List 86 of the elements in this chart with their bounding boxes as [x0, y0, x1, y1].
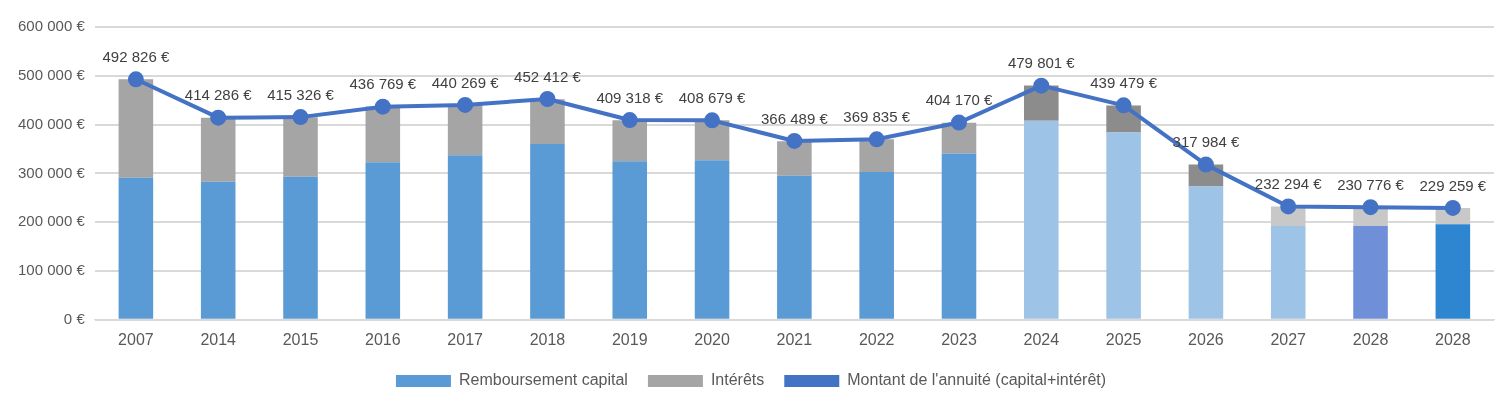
x-tick-label: 2025: [1105, 330, 1142, 348]
bar: [1353, 226, 1388, 319]
data-label: 230 776 €: [1337, 175, 1405, 193]
point: [950, 114, 967, 131]
data-label: 479 801 €: [1007, 54, 1076, 72]
data-label: 439 479 €: [1090, 73, 1158, 91]
data-label: 408 679 €: [678, 89, 747, 107]
x-tick-label: 2020: [694, 330, 730, 348]
bar: [530, 99, 565, 145]
bar: [777, 141, 812, 176]
legend-label: Intérêts: [710, 371, 765, 389]
y-tick-label: 500 000 €: [18, 65, 86, 83]
bar: [1024, 120, 1059, 319]
bar: [694, 160, 730, 319]
bar: [612, 161, 648, 319]
y-tick-label: 0 €: [63, 309, 86, 327]
bar: [283, 117, 318, 177]
y-tick-label: 200 000 €: [18, 212, 86, 230]
bar: [365, 162, 401, 319]
point: [1362, 199, 1379, 216]
x-tick-label: 2014: [200, 330, 237, 348]
bar: [118, 79, 154, 178]
x-tick-label: 2017: [447, 330, 484, 348]
data-label: 404 170 €: [925, 91, 994, 109]
bar: [777, 175, 812, 319]
data-label: 317 984 €: [1172, 133, 1240, 151]
point: [704, 112, 721, 129]
point: [539, 91, 556, 108]
bar: [200, 181, 236, 319]
data-label: 440 269 €: [431, 73, 500, 91]
data-label: 415 326 €: [267, 85, 335, 103]
data-label: 409 318 €: [596, 88, 664, 106]
x-tick-label: 2022: [858, 330, 895, 348]
data-label: 366 489 €: [761, 109, 829, 127]
x-tick-label: 2027: [1270, 330, 1307, 348]
y-tick-label: 400 000 €: [18, 114, 86, 132]
bar: [1270, 226, 1306, 319]
data-label: 436 769 €: [349, 75, 417, 93]
data-label: 369 835 €: [843, 107, 911, 125]
point: [1115, 97, 1132, 114]
bar: [200, 117, 236, 182]
data-label: 229 259 €: [1419, 176, 1487, 194]
x-tick-label: 2023: [941, 330, 977, 348]
bar: [118, 177, 154, 319]
bar: [941, 153, 977, 319]
data-label: 452 412 €: [514, 67, 582, 85]
data-label: 414 286 €: [184, 86, 253, 104]
point: [292, 109, 309, 126]
y-tick-label: 300 000 €: [18, 163, 86, 181]
x-tick-label: 2018: [529, 330, 566, 348]
point: [1197, 156, 1214, 173]
data-label: 232 294 €: [1254, 175, 1323, 193]
x-tick-label: 2028: [1435, 330, 1471, 348]
bar: [530, 144, 565, 319]
data-label: 492 826 €: [102, 47, 170, 65]
x-tick-label: 2016: [365, 330, 401, 348]
point: [210, 109, 227, 126]
bar: [447, 155, 483, 319]
bar: [859, 171, 894, 319]
legend-label: Remboursement capital: [458, 371, 628, 389]
point: [457, 96, 474, 113]
legend-label: Montant de l'annuité (capital+intérêt): [847, 371, 1107, 389]
bar: [447, 105, 483, 156]
point: [127, 71, 144, 88]
point: [621, 112, 638, 129]
x-tick-label: 2028: [1352, 330, 1389, 348]
y-tick-label: 100 000 €: [18, 261, 86, 279]
bar: [365, 106, 401, 163]
x-tick-label: 2015: [282, 330, 319, 348]
point: [374, 98, 391, 115]
bar: [1435, 224, 1471, 319]
bar: [1188, 186, 1224, 319]
y-tick-label: 600 000 €: [18, 17, 86, 35]
x-tick-label: 2026: [1188, 330, 1224, 348]
point: [1280, 198, 1297, 215]
x-tick-label: 2007: [118, 330, 154, 348]
point: [1444, 199, 1461, 216]
bar: [612, 120, 648, 162]
x-tick-label: 2021: [776, 330, 813, 348]
x-tick-label: 2019: [611, 330, 648, 348]
point: [868, 131, 885, 148]
point: [1033, 77, 1050, 94]
x-tick-label: 2024: [1023, 330, 1060, 348]
bar: [1106, 132, 1141, 319]
point: [786, 132, 803, 149]
bar: [283, 176, 318, 319]
